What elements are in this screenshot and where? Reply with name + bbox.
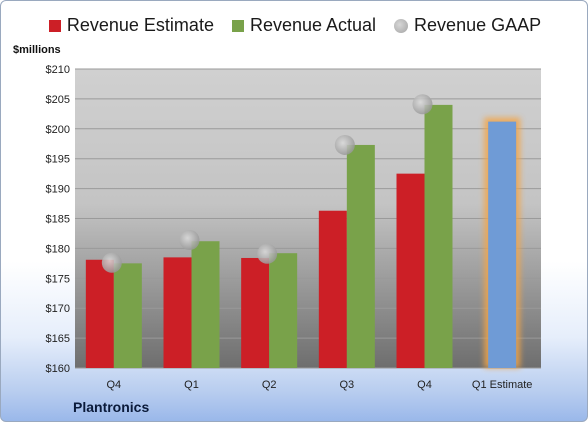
bar-revenue-actual <box>424 104 453 368</box>
legend-item-revenue-actual: Revenue Actual <box>231 15 377 36</box>
x-tick-label: Q2 <box>262 379 277 391</box>
x-tick-label: Q4 <box>106 379 121 391</box>
bar-revenue-actual <box>191 241 220 368</box>
bar-revenue-estimate <box>163 257 192 368</box>
bar-revenue-actual <box>269 253 298 368</box>
company-label: Plantronics <box>73 399 150 415</box>
y-tick-label: $205 <box>46 94 70 106</box>
y-tick-label: $180 <box>46 243 70 255</box>
y-tick-label: $170 <box>46 303 70 315</box>
legend-swatch-estimate <box>48 19 61 32</box>
point-revenue-gaap <box>179 230 200 251</box>
point-revenue-gaap <box>334 134 355 155</box>
point-revenue-gaap <box>412 94 433 115</box>
legend-item-revenue-estimate: Revenue Estimate <box>48 15 214 36</box>
bar-revenue-actual <box>346 144 375 368</box>
legend-item-revenue-gaap: Revenue GAAP <box>394 15 541 36</box>
x-tick-label: Q1 <box>184 379 199 391</box>
legend-swatch-gaap <box>394 18 409 33</box>
legend-label-estimate: Revenue Estimate <box>66 15 214 35</box>
bar-q1-estimate <box>488 121 517 369</box>
y-tick-label: $185 <box>46 214 70 226</box>
legend-label-actual: Revenue Actual <box>249 15 377 35</box>
bar-revenue-estimate <box>241 257 270 368</box>
legend-label-gaap: Revenue GAAP <box>414 15 542 35</box>
bar-revenue-estimate <box>318 210 347 368</box>
y-tick-label: $195 <box>46 154 70 166</box>
y-tick-label: $165 <box>46 333 70 345</box>
y-tick-label: $160 <box>46 363 70 375</box>
point-revenue-gaap <box>101 252 122 273</box>
x-tick-label: Q4 <box>417 379 432 391</box>
y-tick-label: $175 <box>46 273 70 285</box>
y-tick-label: $200 <box>46 124 70 136</box>
bar-revenue-actual <box>113 263 142 368</box>
point-revenue-gaap <box>257 243 278 264</box>
y-tick-label: $210 <box>46 64 70 76</box>
legend: Revenue Estimate Revenue Actual Revenue … <box>1 15 587 36</box>
bar-revenue-estimate <box>396 173 425 368</box>
y-tick-label: $190 <box>46 184 70 196</box>
x-tick-label: Q1 Estimate <box>472 379 533 391</box>
x-tick-label: Q3 <box>339 379 354 391</box>
bar-revenue-estimate <box>85 259 114 368</box>
legend-swatch-actual <box>231 19 244 32</box>
y-axis-unit-label: $millions <box>13 44 61 56</box>
